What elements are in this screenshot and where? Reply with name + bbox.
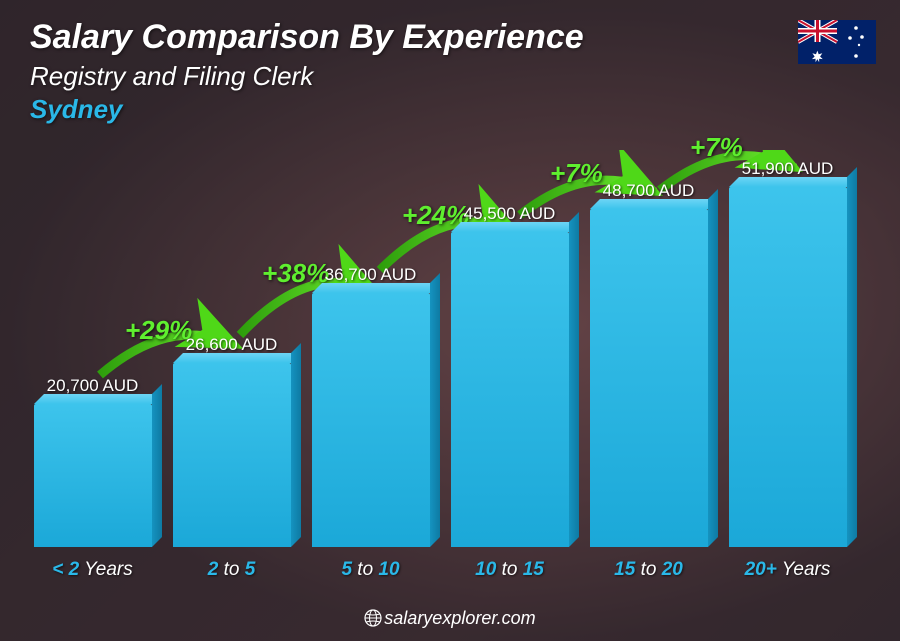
content-container: Salary Comparison By Experience Registry…	[0, 0, 900, 641]
xlabel-2: 5 to 10	[308, 559, 433, 581]
bar-5	[729, 187, 847, 547]
header: Salary Comparison By Experience Registry…	[30, 18, 870, 125]
bar-2	[312, 293, 430, 547]
bar-group-2: 36,700 AUD	[308, 265, 433, 547]
bar-value-3: 45,500 AUD	[464, 204, 556, 224]
xlabel-3: 10 to 15	[447, 559, 572, 581]
chart-subtitle: Registry and Filing Clerk	[30, 61, 870, 92]
bar-4	[590, 209, 708, 547]
bar-group-3: 45,500 AUD	[447, 204, 572, 547]
chart-area: +29% +38% +24% +7% +7% 20,700 AUD 26,600…	[30, 150, 850, 581]
globe-icon	[364, 609, 382, 627]
bar-group-5: 51,900 AUD	[725, 159, 850, 547]
bar-group-0: 20,700 AUD	[30, 376, 155, 547]
branding: salaryexplorer.com	[0, 608, 900, 629]
bar-3	[451, 232, 569, 547]
xlabel-1: 2 to 5	[169, 559, 294, 581]
xlabel-5: 20+ Years	[725, 559, 850, 581]
bar-value-5: 51,900 AUD	[742, 159, 834, 179]
bar-value-1: 26,600 AUD	[186, 335, 278, 355]
branding-text: salaryexplorer.com	[384, 608, 535, 628]
bar-0	[34, 404, 152, 547]
bar-1	[173, 363, 291, 547]
chart-title: Salary Comparison By Experience	[30, 18, 870, 57]
bars-container: 20,700 AUD 26,600 AUD 36,700 AUD 45,500 …	[30, 187, 850, 547]
bar-value-2: 36,700 AUD	[325, 265, 417, 285]
bar-value-4: 48,700 AUD	[603, 181, 695, 201]
chart-location: Sydney	[30, 94, 870, 125]
bar-group-4: 48,700 AUD	[586, 181, 711, 547]
bar-value-0: 20,700 AUD	[47, 376, 139, 396]
bar-group-1: 26,600 AUD	[169, 335, 294, 547]
x-axis-labels: < 2 Years 2 to 5 5 to 10 10 to 15 15 to …	[30, 559, 850, 581]
xlabel-4: 15 to 20	[586, 559, 711, 581]
australia-flag-icon	[798, 20, 876, 64]
xlabel-0: < 2 Years	[30, 559, 155, 581]
